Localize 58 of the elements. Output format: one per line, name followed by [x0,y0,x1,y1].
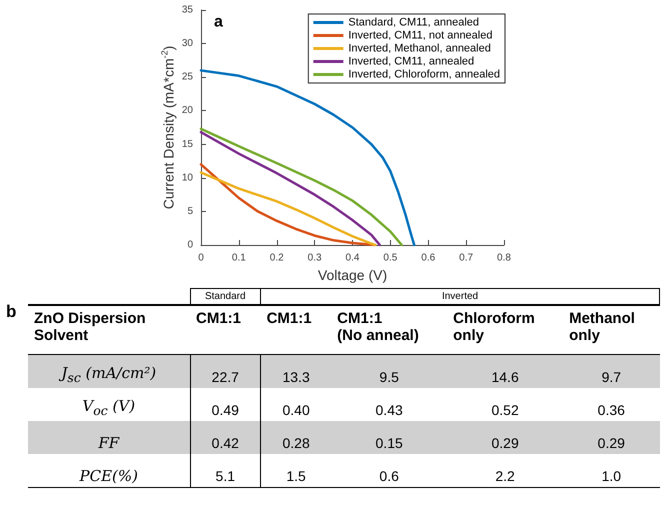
category-label: CM1:1 [260,305,332,354]
text: 2.2 [495,468,515,484]
legend-label: Inverted, CM11, annealed [348,56,474,68]
y-tick-label: 10 [182,172,194,184]
x-axis-title: Voltage (V) [318,266,388,283]
y-tick-label: 25 [182,72,194,83]
y-axis-title: Current Density (mA*cm-2) [160,46,176,210]
category-label: Chloroform only [447,305,564,354]
text: 0.29 [598,435,625,451]
x-tick-label: 0.7 [459,252,474,264]
y-tick-label: 30 [182,38,194,50]
category-label: PCE(%) [80,467,138,485]
category-label: CM1:1 [190,305,261,354]
text: 0.42 [212,435,239,451]
text: b [6,302,16,322]
category-label: J$_{sc}$ (mA/cm²) [61,364,156,385]
legend-label: Inverted, Methanol, annealed [348,42,491,54]
category-label: V$_{oc}$ (V) [82,397,136,418]
text: 0.52 [491,402,519,418]
text: Standard [190,288,261,305]
text: Inverted [260,288,660,305]
category-label: Methanol only [563,305,660,354]
legend-label: Inverted, Chloroform, annealed [348,68,500,80]
category-label: CM1:1 (No anneal) [331,305,448,354]
text: 0.43 [376,402,403,418]
text: 0.49 [212,402,239,418]
text: 0.15 [376,435,403,451]
text: 0.36 [598,402,625,418]
x-tick-label: 0.6 [421,252,436,264]
text: 13.3 [282,369,310,385]
text: 1.5 [286,468,306,484]
text: 22.7 [212,369,239,385]
x-tick-label: 0.5 [383,252,398,264]
text: 0.6 [379,468,399,484]
x-tick-label: 0.2 [270,252,284,264]
legend-label: Inverted, CM11, not annealed [348,30,492,42]
y-tick-label: 35 [182,4,194,16]
category-label: FF [98,434,120,452]
legend-label: Standard, CM11, annealed [348,16,480,28]
text: 1.0 [602,468,622,484]
x-tick-label: 0 [198,252,204,264]
x-tick-label: 0.4 [346,252,360,264]
text: 0.28 [282,435,310,451]
x-tick-label: 0.3 [308,252,322,264]
y-tick-label: 15 [182,138,194,150]
text: 0.29 [491,435,519,451]
text: ZnO Dispersion Solvent [28,305,190,354]
x-tick-label: 0.8 [497,252,512,264]
y-tick-label: 20 [182,105,194,116]
y-tick-label: 0 [187,240,194,250]
text: 9.5 [379,369,399,385]
annotation: a [214,14,223,30]
text: 5.1 [216,468,236,484]
text: 14.6 [491,369,519,385]
y-tick-label: 5 [187,206,194,217]
text: 0.40 [282,402,310,418]
text: 9.7 [602,369,622,385]
x-tick-label: 0.1 [232,252,246,264]
